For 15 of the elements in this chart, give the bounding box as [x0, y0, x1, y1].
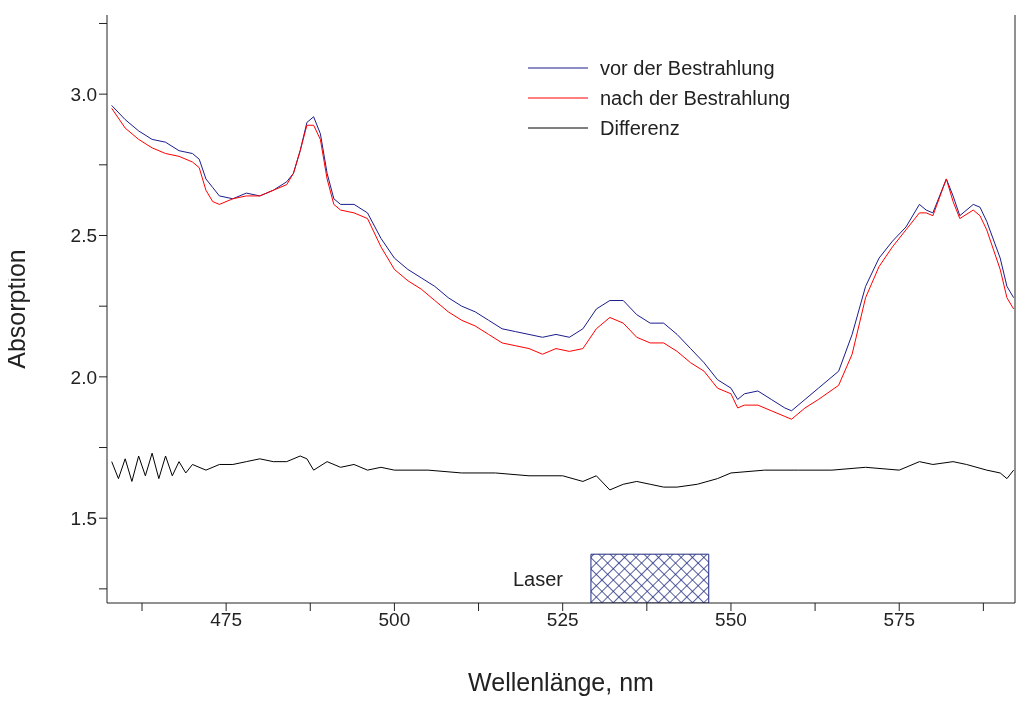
legend-label: Differenz: [600, 116, 680, 141]
x-tick-label: 550: [715, 609, 747, 631]
y-tick-label: 2.5: [70, 225, 97, 247]
line-series: [111, 452, 1015, 491]
legend-label: vor der Bestrahlung: [600, 56, 775, 81]
y-tick-label: 2.0: [70, 366, 97, 388]
y-tick-label: 1.5: [70, 507, 97, 529]
legend-label: nach der Bestrahlung: [600, 86, 791, 111]
x-axis-title: Wellenlänge, nm: [468, 668, 654, 696]
x-tick-label: 525: [546, 609, 579, 631]
x-tick-label: 575: [883, 609, 916, 631]
band-label: Laser: [512, 567, 564, 590]
x-tick-label: 500: [378, 609, 411, 631]
x-tick-label: 475: [210, 609, 242, 631]
y-tick-label: 3.0: [70, 83, 97, 105]
